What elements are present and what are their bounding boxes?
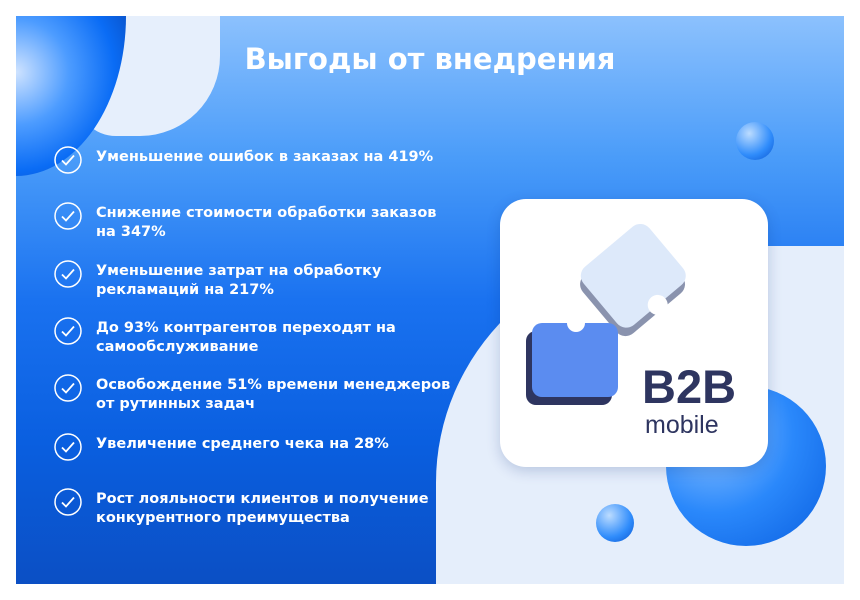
check-circle-icon: [54, 146, 82, 174]
list-item: Уменьшение затрат на обработку рекламаци…: [54, 260, 456, 300]
list-item: До 93% контрагентов переходят на самообс…: [54, 317, 456, 357]
list-item: Уменьшение ошибок в заказах на 419%: [54, 146, 456, 174]
check-circle-icon: [54, 374, 82, 402]
check-circle-icon: [54, 488, 82, 516]
page-title: Выгоды от внедрения: [244, 42, 616, 76]
puzzle-icon: [526, 223, 686, 405]
benefit-text: До 93% контрагентов переходят на самообс…: [96, 320, 396, 355]
benefit-text: Увеличение среднего чека на 28%: [96, 436, 389, 452]
benefit-text: Рост лояльности клиентов и получение кон…: [96, 491, 429, 526]
b2b-mobile-logo-card: B2B mobile: [500, 199, 768, 467]
benefit-text: Уменьшение ошибок в заказах на 419%: [96, 149, 434, 165]
list-item: Рост лояльности клиентов и получение кон…: [54, 488, 456, 528]
logo-b2b-text: B2B: [642, 360, 737, 413]
check-circle-icon: [54, 317, 82, 345]
logo-mobile-text: mobile: [645, 411, 719, 439]
benefits-banner: Выгоды от внедрения Уменьшение ошибок в …: [16, 16, 844, 584]
benefit-text: Освобождение 51% времени менеджеров от р…: [96, 377, 451, 412]
decor-sphere: [596, 504, 634, 542]
check-circle-icon: [54, 260, 82, 288]
check-circle-icon: [54, 433, 82, 461]
benefit-text: Уменьшение затрат на обработку рекламаци…: [96, 263, 382, 298]
list-item: Освобождение 51% времени менеджеров от р…: [54, 374, 456, 414]
decor-sphere: [736, 122, 774, 160]
list-item: Увеличение среднего чека на 28%: [54, 433, 456, 461]
benefit-text: Снижение стоимости обработки заказов на …: [96, 205, 437, 240]
list-item: Снижение стоимости обработки заказов на …: [54, 202, 456, 242]
check-circle-icon: [54, 202, 82, 230]
